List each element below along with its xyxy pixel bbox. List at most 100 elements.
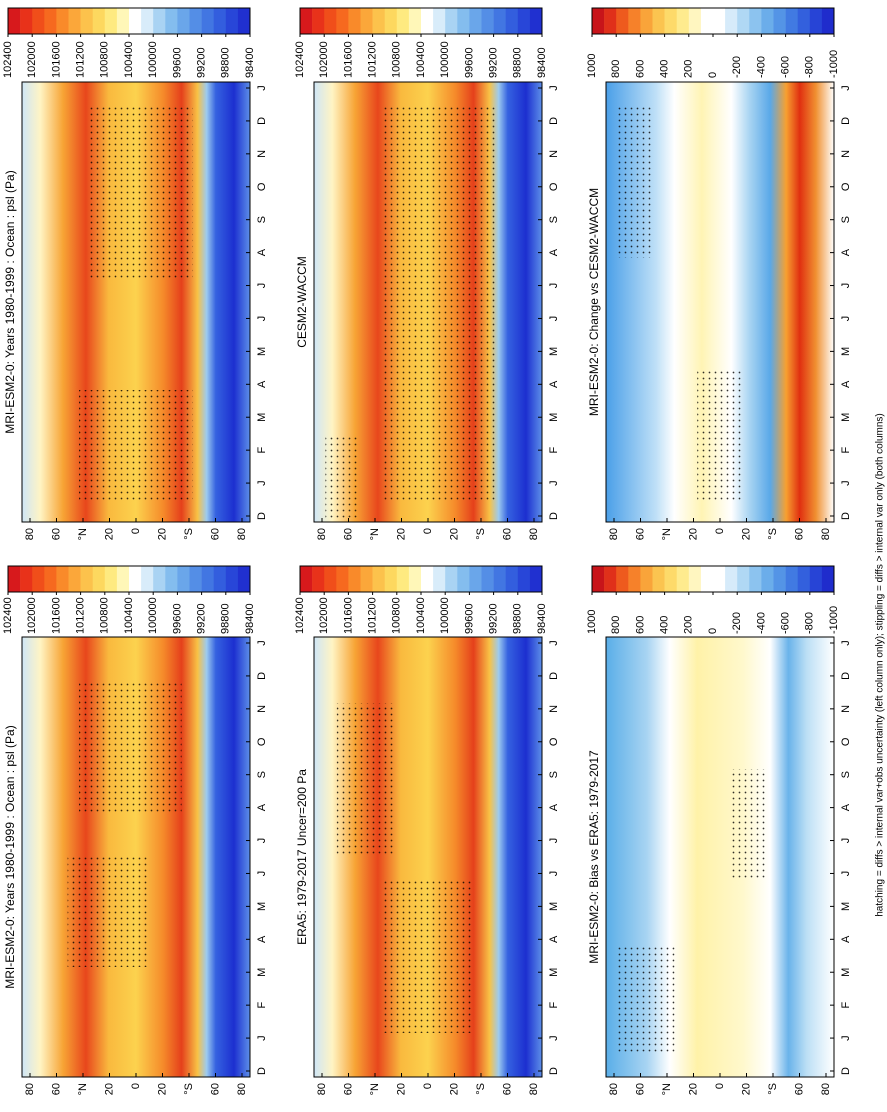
- colorbar-label: -800: [804, 612, 816, 634]
- month-label: D: [256, 1067, 268, 1075]
- lat-label: °N: [369, 528, 381, 540]
- colorbar-label: -600: [780, 612, 792, 634]
- month-label: M: [840, 413, 852, 422]
- month-label: F: [840, 1002, 852, 1009]
- colorbar-swatch: [56, 8, 69, 34]
- month-label: N: [840, 705, 852, 713]
- lat-label: 0: [130, 1083, 142, 1089]
- month-label: S: [548, 216, 560, 223]
- month-label: D: [548, 512, 560, 520]
- colorbar-swatch: [129, 566, 142, 592]
- colorbar-swatch: [493, 8, 507, 34]
- colorbar-label: -400: [755, 612, 767, 634]
- colorbar-swatch: [225, 8, 239, 34]
- month-label: A: [256, 803, 268, 811]
- lat-label: 80: [316, 1083, 328, 1095]
- colorbar-swatch: [713, 8, 726, 34]
- colorbar-swatch: [396, 566, 410, 592]
- lat-label: °S: [475, 1083, 487, 1095]
- stippling: [382, 104, 497, 500]
- colorbar-label: 100400: [415, 41, 427, 78]
- colorbar-label: 200: [683, 616, 695, 634]
- colorbar-label: -600: [780, 56, 792, 78]
- month-label: A: [548, 248, 560, 256]
- colorbar-label: 99600: [171, 47, 183, 78]
- colorbar-swatch: [396, 8, 410, 34]
- colorbar-swatch: [529, 8, 543, 34]
- rotated-figure: hatching = diffs > internal var+obs unce…: [2, 7, 886, 1095]
- colorbar-label: 400: [659, 616, 671, 634]
- month-label: O: [548, 182, 560, 191]
- colorbar-swatch: [384, 566, 398, 592]
- colorbar-swatch: [652, 566, 665, 592]
- colorbar-swatch: [421, 566, 434, 592]
- colorbar-label: 100000: [147, 597, 159, 634]
- month-label: J: [256, 283, 268, 289]
- month-label: F: [840, 447, 852, 454]
- lat-label: °S: [767, 1083, 779, 1095]
- stippling: [325, 434, 360, 522]
- colorbar-swatch: [336, 8, 349, 34]
- month-label: N: [548, 150, 560, 158]
- lat-label: 0: [422, 1083, 434, 1089]
- stippling: [617, 104, 652, 258]
- colorbar-swatch: [481, 8, 494, 34]
- colorbar-swatch: [20, 8, 33, 34]
- lat-label: 60: [342, 1083, 354, 1095]
- colorbar-swatch: [640, 566, 653, 592]
- colorbar-swatch: [237, 566, 251, 592]
- month-label: S: [256, 216, 268, 223]
- lat-label: °N: [77, 528, 89, 540]
- colorbar-swatch: [201, 566, 215, 592]
- month-label: A: [256, 935, 268, 943]
- month-label: D: [840, 1067, 852, 1075]
- colorbar-swatch: [104, 566, 118, 592]
- lat-label: °N: [661, 528, 673, 540]
- month-label: J: [256, 1035, 268, 1041]
- colorbar-label: 100800: [99, 41, 111, 78]
- colorbar-label: 100000: [439, 41, 451, 78]
- colorbar-swatch: [821, 566, 835, 592]
- colorbar-swatch: [517, 566, 531, 592]
- colorbar-swatch: [8, 566, 21, 592]
- colorbar-swatch: [688, 566, 702, 592]
- month-label: F: [256, 447, 268, 454]
- colorbar-swatch: [592, 8, 605, 34]
- colorbar-label: 101600: [342, 41, 354, 78]
- lat-label: 60: [793, 528, 805, 540]
- lat-label: 60: [501, 1083, 513, 1095]
- colorbar-swatch: [225, 566, 239, 592]
- colorbar-swatch: [348, 566, 361, 592]
- lat-label: 20: [740, 1083, 752, 1095]
- month-label: N: [256, 150, 268, 158]
- colorbar-swatch: [141, 566, 154, 592]
- colorbar-label: 100000: [147, 41, 159, 78]
- month-label: M: [256, 413, 268, 422]
- colorbar-swatch: [676, 8, 690, 34]
- colorbar-swatch: [300, 566, 313, 592]
- colorbar-label: 101600: [50, 41, 62, 78]
- lat-label: 20: [687, 528, 699, 540]
- lat-label: 80: [608, 528, 620, 540]
- colorbar-label: 102400: [294, 41, 306, 78]
- month-label: J: [548, 1035, 560, 1041]
- colorbar-swatch: [153, 566, 166, 592]
- colorbar-swatch: [32, 8, 45, 34]
- colorbar-label: 600: [634, 616, 646, 634]
- colorbar-label: 101600: [342, 597, 354, 634]
- colorbar-swatch: [761, 566, 774, 592]
- colorbar-label: 101200: [367, 597, 379, 634]
- month-label: D: [840, 672, 852, 680]
- month-label: J: [840, 640, 852, 646]
- colorbar-label: -1000: [828, 606, 840, 634]
- colorbar-swatch: [116, 8, 130, 34]
- colorbar-label: 102000: [318, 597, 330, 634]
- colorbar-swatch: [797, 566, 811, 592]
- month-label: A: [548, 803, 560, 811]
- colorbar-label: 102000: [26, 597, 38, 634]
- lat-label: 80: [820, 1083, 832, 1095]
- month-label: S: [840, 216, 852, 223]
- month-label: S: [256, 771, 268, 778]
- month-label: J: [548, 480, 560, 486]
